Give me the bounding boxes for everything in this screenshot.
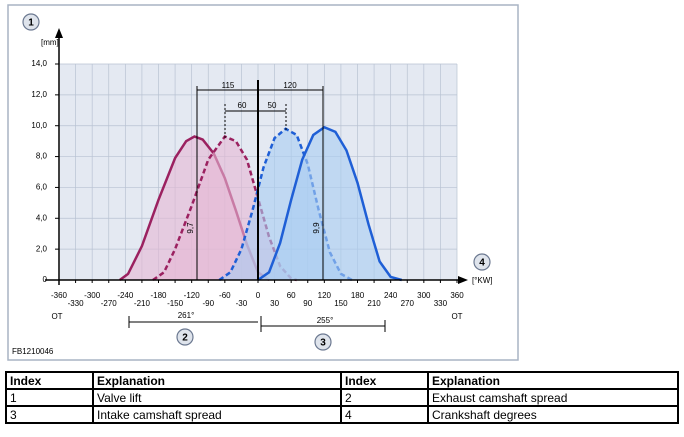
header-cell: Explanation — [92, 371, 342, 390]
lift-label: 9,9 — [312, 222, 321, 234]
x-tick-label: 360 — [450, 291, 464, 300]
duration-label: 261° — [178, 311, 195, 320]
marker-label: 1 — [28, 18, 34, 29]
table-row: 3 Intake camshaft spread 4 Crankshaft de… — [5, 405, 679, 424]
x-tick-label: -210 — [134, 299, 151, 308]
axis-arrow — [458, 276, 468, 284]
y-tick-label: 12,0 — [31, 90, 47, 99]
cell: Crankshaft degrees — [427, 405, 679, 424]
table-header: Index Explanation Index Explanation — [5, 371, 679, 390]
marker-label: 4 — [479, 258, 485, 269]
x-tick-label: -180 — [150, 291, 167, 300]
y-tick-label: 14,0 — [31, 59, 47, 68]
marker-circle — [473, 253, 491, 271]
x-unit: [°KW] — [472, 276, 493, 285]
x-tick-label: 330 — [434, 299, 448, 308]
series-area — [258, 127, 402, 280]
x-tick-label: 0 — [256, 291, 261, 300]
x-tick-label: 180 — [351, 291, 365, 300]
lift-label: 9,7 — [186, 222, 195, 234]
y-tick-label: 10,0 — [31, 121, 47, 130]
cell: 4 — [340, 405, 429, 424]
x-tick-label: -60 — [219, 291, 231, 300]
marker-label: 2 — [182, 333, 188, 344]
cell: Exhaust camshaft spread — [427, 388, 679, 407]
legend-table: Index Explanation Index Explanation 1 Va… — [5, 371, 679, 424]
y-tick-label: 0 — [43, 275, 48, 284]
table-row: 1 Valve lift 2 Exhaust camshaft spread — [5, 388, 679, 407]
dimension-label: 120 — [283, 81, 297, 90]
markers: 1 2 3 4 — [22, 13, 491, 351]
marker-circle — [22, 13, 40, 31]
cell: Valve lift — [92, 388, 342, 407]
marker-label: 3 — [320, 338, 326, 349]
x-tick-label: 210 — [367, 299, 381, 308]
x-tick-label: 240 — [384, 291, 398, 300]
cell: 2 — [340, 388, 429, 407]
series-line — [257, 125, 403, 282]
header-cell: Index — [340, 371, 429, 390]
y-tick-label: 2,0 — [36, 244, 48, 253]
x-tick-label: -90 — [202, 299, 214, 308]
x-tick-label: 30 — [270, 299, 279, 308]
y-unit: [mm] — [41, 38, 59, 47]
x-tick-label: 150 — [334, 299, 348, 308]
marker-circle — [314, 333, 332, 351]
x-tick-label: -120 — [184, 291, 201, 300]
ot-label: OT — [451, 312, 462, 321]
y-tick-label: 8,0 — [36, 152, 48, 161]
x-tick-label: -150 — [167, 299, 184, 308]
x-tick-label: -300 — [84, 291, 101, 300]
marker-circle — [176, 328, 194, 346]
axis-arrow — [55, 28, 63, 38]
x-tick-label: 90 — [303, 299, 312, 308]
x-tick-label: 300 — [417, 291, 431, 300]
plot — [119, 125, 403, 282]
x-tick-label: 120 — [318, 291, 332, 300]
decorations — [45, 28, 468, 332]
cell: 1 — [5, 388, 94, 407]
x-tick-label: -30 — [236, 299, 248, 308]
duration-label: 255° — [317, 316, 334, 325]
x-tick-label: -270 — [101, 299, 118, 308]
x-tick-label: -330 — [68, 299, 85, 308]
y-tick-label: 4,0 — [36, 213, 48, 222]
dimension-label: 60 — [238, 101, 247, 110]
header-cell: Index — [5, 371, 94, 390]
cell: Intake camshaft spread — [92, 405, 342, 424]
header-cell: Explanation — [427, 371, 679, 390]
dimension-label: 115 — [222, 81, 235, 90]
y-tick-label: 6,0 — [36, 183, 48, 192]
figure-id: FB1210046 — [12, 347, 54, 356]
cell: 3 — [5, 405, 94, 424]
ot-label: OT — [51, 312, 62, 321]
dimension-label: 50 — [268, 101, 277, 110]
x-tick-label: -240 — [117, 291, 134, 300]
x-tick-label: -360 — [51, 291, 68, 300]
chart: [mm] [°KW] OT OT 115 60 50 120 9,7 9,9 2… — [7, 4, 519, 361]
x-tick-label: 270 — [401, 299, 415, 308]
x-tick-label: 60 — [287, 291, 296, 300]
